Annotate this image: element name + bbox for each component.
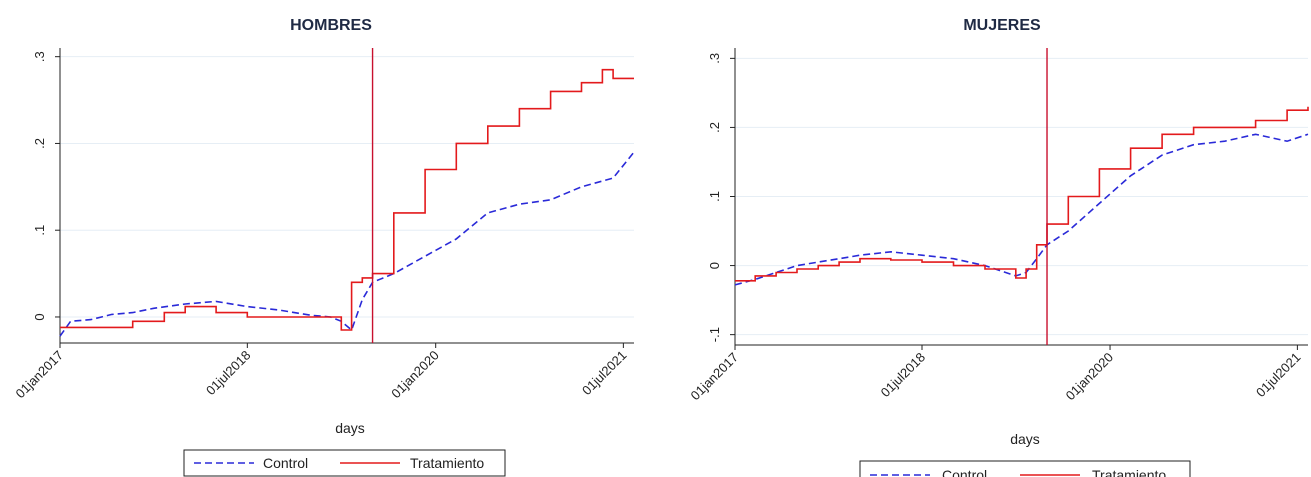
y-tick-label: .1 bbox=[707, 191, 722, 202]
y-tick-label: 0 bbox=[32, 313, 47, 320]
legend-label-control: Control bbox=[942, 467, 987, 477]
legend-box bbox=[859, 460, 1191, 477]
panel-hombres: 0 .1 .2 .3 01jan2017 01jul2018 01jan2020 01jul2… bbox=[13, 17, 635, 477]
y-tick-label: .3 bbox=[32, 51, 47, 62]
y-tick-label: .1 bbox=[32, 225, 47, 236]
x-tick-label: 01jul2018 bbox=[203, 348, 253, 398]
x-axis-label-mujeres: days bbox=[1010, 431, 1040, 447]
x-tick-label: 01jul2021 bbox=[1253, 350, 1303, 400]
chart-title-mujeres: MUJERES bbox=[963, 17, 1041, 34]
legend-label-control: Control bbox=[263, 455, 308, 471]
y-tick-label: .2 bbox=[32, 138, 47, 149]
x-tick-label: 01jan2017 bbox=[13, 348, 67, 402]
legend-label-tratamiento: Tratamiento bbox=[1092, 467, 1166, 477]
legend-label-tratamiento: Tratamiento bbox=[410, 455, 484, 471]
y-tick-label: .2 bbox=[707, 122, 722, 133]
y-tick-label: 0 bbox=[707, 262, 722, 269]
series-line-control bbox=[734, 133, 1309, 286]
series-line-tratamiento bbox=[735, 106, 1309, 282]
panel-mujeres: -.1 0 .1 .2 .3 01jan2017 01jul2018 01jan2020 01j… bbox=[688, 17, 1309, 477]
y-tick-label: -.1 bbox=[707, 327, 722, 342]
y-tick-label: .3 bbox=[707, 53, 722, 64]
x-tick-label: 01jan2020 bbox=[388, 348, 442, 402]
series-line-tratamiento bbox=[60, 68, 634, 331]
chart-title-hombres: HOMBRES bbox=[290, 17, 372, 34]
x-axis-label-hombres: days bbox=[335, 420, 365, 436]
x-tick-label: 01jan2017 bbox=[688, 350, 742, 404]
x-tick-label: 01jan2020 bbox=[1063, 350, 1117, 404]
x-tick-label: 01jul2018 bbox=[878, 350, 928, 400]
x-tick-label: 01jul2021 bbox=[579, 348, 629, 398]
series-line-control bbox=[59, 151, 635, 337]
